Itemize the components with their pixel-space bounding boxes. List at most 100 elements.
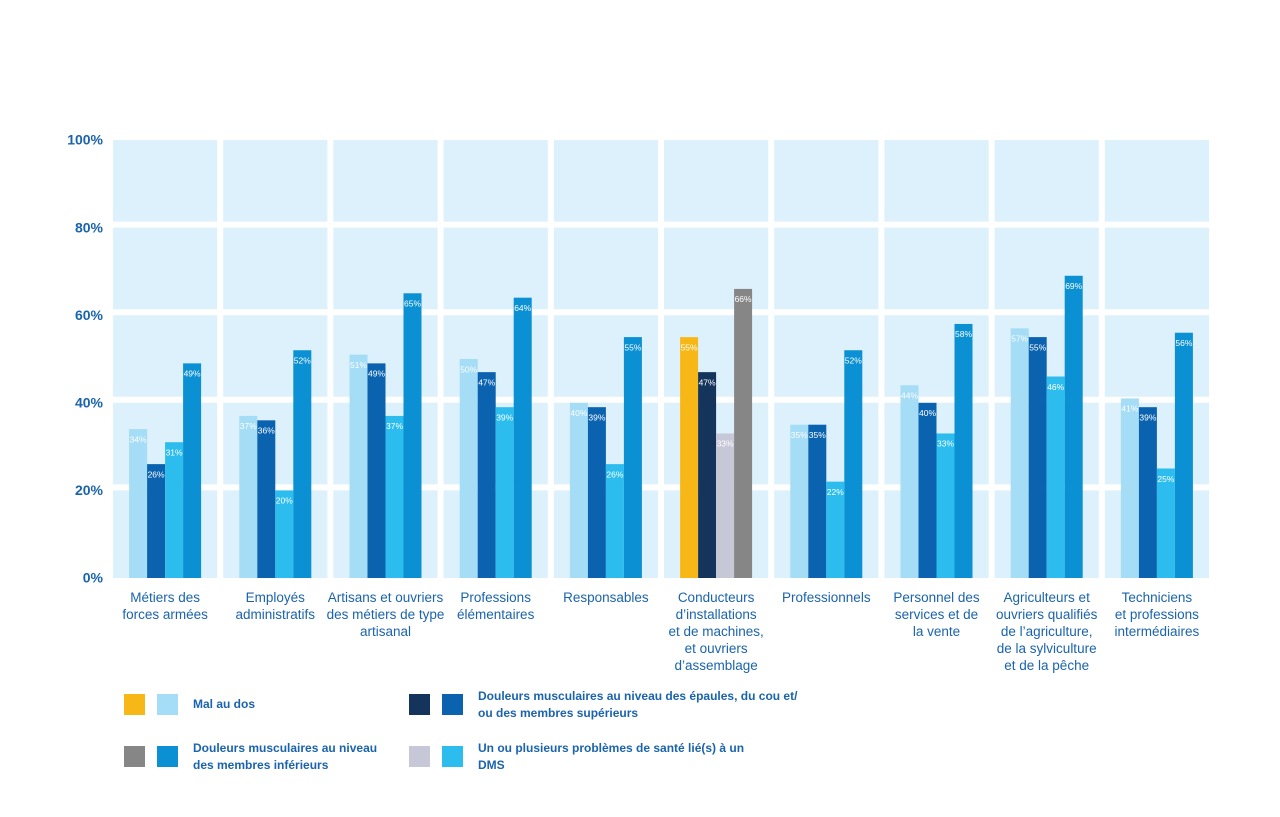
bar <box>734 288 753 578</box>
value-label: 46% <box>1047 382 1064 392</box>
bar <box>165 442 184 578</box>
legend-label: Douleurs musculaires au niveau des membr… <box>193 740 378 772</box>
legend-swatch <box>442 694 463 715</box>
bar <box>459 359 478 578</box>
bar <box>954 323 973 578</box>
bar <box>1156 468 1175 578</box>
value-label: 40% <box>570 408 587 418</box>
bar <box>513 297 532 578</box>
bar <box>239 415 258 578</box>
legend-swatch <box>124 746 145 767</box>
bar <box>698 372 717 578</box>
legend-swatch <box>157 746 178 767</box>
bar <box>349 354 368 578</box>
legend-label: Mal au dos <box>193 697 256 711</box>
y-tick-label: 40% <box>75 395 104 411</box>
y-tick-label: 60% <box>75 307 104 323</box>
bar <box>569 402 588 578</box>
value-label: 47% <box>478 377 495 387</box>
legend-swatch <box>157 694 178 715</box>
value-label: 55% <box>1029 342 1046 352</box>
x-tick-label: Responsables <box>563 590 649 605</box>
bar <box>808 424 827 578</box>
bar <box>716 433 735 578</box>
value-label: 39% <box>496 412 513 422</box>
bar <box>680 337 699 578</box>
x-tick-label: Métiers des forces armées <box>122 590 208 622</box>
value-label: 31% <box>166 447 183 457</box>
bar <box>367 363 386 578</box>
value-label: 55% <box>624 342 641 352</box>
x-tick-label: Agriculteurs et ouvriers qualifiés de l’… <box>996 590 1098 673</box>
value-label: 33% <box>937 439 954 449</box>
value-label: 52% <box>845 355 862 365</box>
x-tick-label: Conducteurs d’installations et de machin… <box>668 590 764 673</box>
bar <box>587 407 606 578</box>
value-label: 69% <box>1065 281 1082 291</box>
legend-label: Un ou plusieurs problèmes de santé lié(s… <box>478 740 745 772</box>
bar <box>1028 337 1047 578</box>
value-label: 37% <box>240 421 257 431</box>
bar <box>844 350 863 578</box>
x-tick-label: Professionnels <box>782 590 871 605</box>
bar <box>403 293 422 578</box>
bar <box>623 337 642 578</box>
y-tick-label: 0% <box>83 570 104 586</box>
legend-swatch <box>409 694 430 715</box>
value-label: 36% <box>258 426 275 436</box>
bar <box>900 385 919 578</box>
value-label: 65% <box>404 299 421 309</box>
value-label: 58% <box>955 329 972 339</box>
bar <box>147 464 166 578</box>
bar <box>293 350 312 578</box>
legend-swatch <box>409 746 430 767</box>
x-tick-label: Employés administratifs <box>235 590 316 622</box>
bar <box>1064 275 1083 578</box>
x-tick-label: Techniciens et professions intermédiaire… <box>1114 590 1200 639</box>
value-label: 52% <box>294 355 311 365</box>
legend-swatch <box>442 746 463 767</box>
value-label: 25% <box>1157 474 1174 484</box>
bar <box>790 424 809 578</box>
value-label: 26% <box>148 469 165 479</box>
value-label: 35% <box>791 430 808 440</box>
value-label: 39% <box>1139 412 1156 422</box>
value-label: 64% <box>514 303 531 313</box>
bar <box>477 372 496 578</box>
value-label: 37% <box>386 421 403 431</box>
value-label: 39% <box>588 412 605 422</box>
value-label: 57% <box>1011 334 1028 344</box>
value-label: 66% <box>735 294 752 304</box>
bar <box>1174 332 1193 578</box>
value-label: 50% <box>460 364 477 374</box>
y-tick-label: 80% <box>75 219 104 235</box>
value-label: 51% <box>350 360 367 370</box>
bar <box>183 363 202 578</box>
value-label: 20% <box>276 496 293 506</box>
bar <box>257 420 276 578</box>
x-tick-label: Personnel des services et de la vente <box>893 590 980 639</box>
bar <box>1138 407 1157 578</box>
bar <box>1046 376 1065 578</box>
x-tick-label: Artisans et ouvriers des métiers de type… <box>326 590 445 639</box>
bar <box>1120 398 1139 578</box>
value-label: 56% <box>1175 338 1192 348</box>
value-label: 40% <box>919 408 936 418</box>
value-label: 44% <box>901 391 918 401</box>
bar <box>385 415 404 578</box>
legend-swatch <box>124 694 145 715</box>
bar <box>918 402 937 578</box>
bar <box>1010 328 1029 578</box>
bar <box>826 481 845 578</box>
bar <box>495 407 514 578</box>
bar <box>605 464 624 578</box>
value-label: 47% <box>699 377 716 387</box>
value-label: 26% <box>606 469 623 479</box>
bar <box>275 490 294 578</box>
value-label: 49% <box>368 369 385 379</box>
value-label: 34% <box>130 434 147 444</box>
value-label: 41% <box>1121 404 1138 414</box>
value-label: 33% <box>717 439 734 449</box>
y-tick-label: 100% <box>67 132 103 148</box>
